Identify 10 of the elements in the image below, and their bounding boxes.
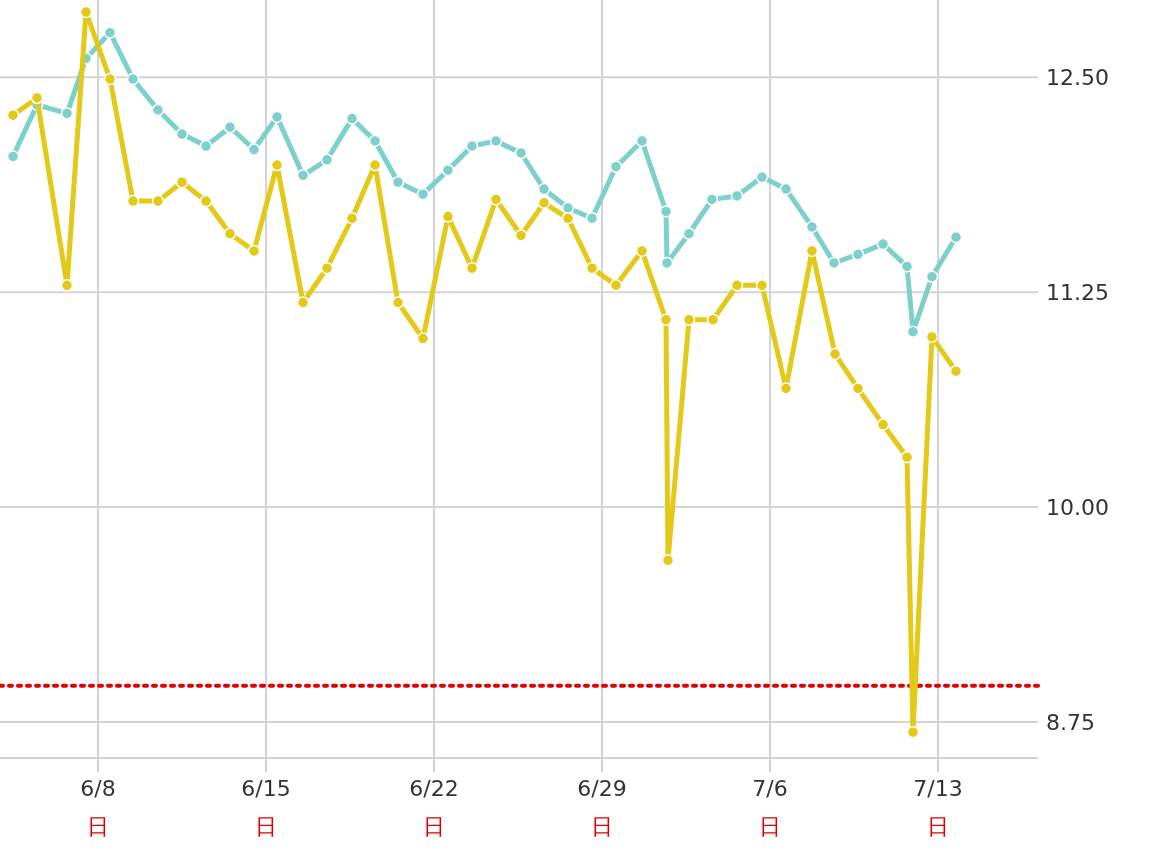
y-tick-label: 11.25	[1046, 280, 1109, 306]
y-tick-label: 8.75	[1046, 709, 1095, 735]
x-tick-label: 6/22 日	[409, 776, 459, 839]
y-tick-label: 10.00	[1046, 495, 1109, 521]
x-tick-label: 7/13 日	[913, 776, 963, 839]
x-tick-label: 6/8 日	[80, 776, 116, 839]
x-tick-label: 7/6 日	[752, 776, 788, 839]
x-tick-label: 6/29 日	[577, 776, 627, 839]
x-tick-label: 6/15 日	[241, 776, 291, 839]
y-tick-label: 12.50	[1046, 65, 1109, 91]
